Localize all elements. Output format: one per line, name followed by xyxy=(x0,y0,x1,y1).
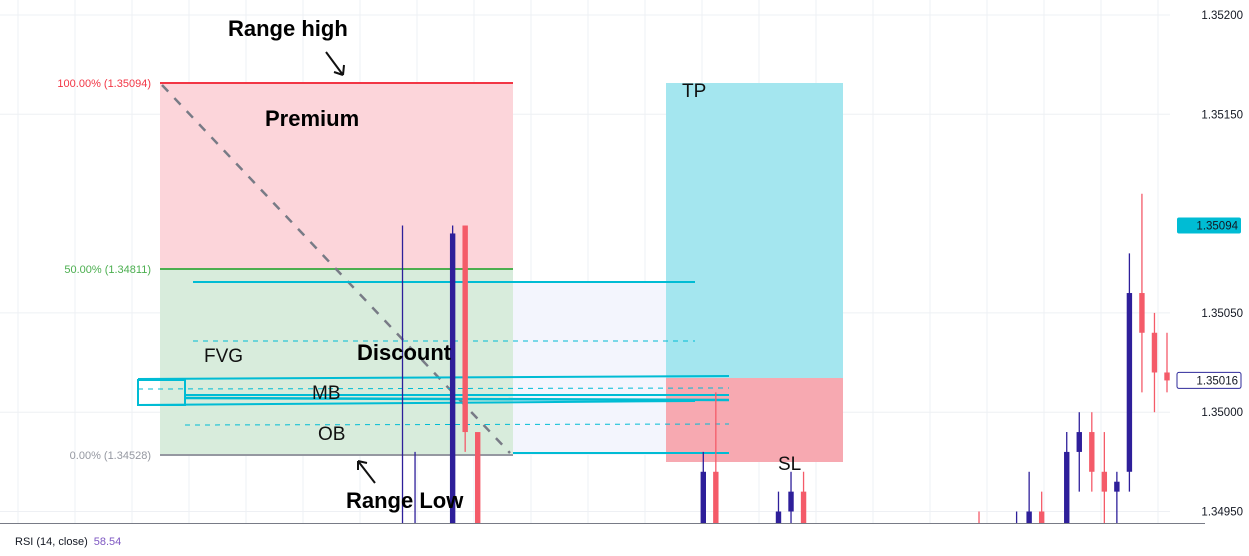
tp-label: TP xyxy=(682,81,706,102)
fib-label-0: 0.00% (1.34528) xyxy=(70,450,151,462)
axis-tick-label: 1.35150 xyxy=(1201,109,1243,121)
axis-tick-label: 1.35000 xyxy=(1201,407,1243,419)
candle[interactable] xyxy=(713,392,719,555)
fib-label-100: 100.00% (1.35094) xyxy=(57,78,151,90)
range-high-label: Range high xyxy=(228,16,348,41)
candle[interactable] xyxy=(400,225,405,555)
arrow-down-right-icon xyxy=(325,51,345,76)
candle[interactable] xyxy=(1164,332,1170,393)
candle[interactable] xyxy=(1139,193,1145,393)
candle[interactable] xyxy=(1076,412,1082,492)
discount-label: Discount xyxy=(357,340,452,365)
axis-tick-label: 1.35200 xyxy=(1201,10,1243,22)
price-tag-label: 1.35016 xyxy=(1196,375,1238,387)
rsi-label: RSI (14, close) xyxy=(15,536,88,548)
candle[interactable] xyxy=(449,225,456,555)
price-axis[interactable] xyxy=(1170,0,1249,523)
axis-tick-label: 1.34950 xyxy=(1201,507,1243,519)
candle[interactable] xyxy=(1101,432,1108,532)
rsi-value: 58.54 xyxy=(93,536,122,548)
price-tag-label: 1.35094 xyxy=(1196,221,1238,233)
price-tag xyxy=(1176,371,1242,389)
premium-label: Premium xyxy=(265,106,359,131)
stop-loss-zone[interactable] xyxy=(666,378,843,462)
sl-label: SL xyxy=(778,454,801,475)
fvg-label: FVG xyxy=(204,346,243,367)
take-profit-zone[interactable] xyxy=(666,83,843,378)
projection-zone xyxy=(513,282,666,455)
range-low-label: Range Low xyxy=(346,488,464,513)
candle[interactable] xyxy=(1089,412,1095,492)
candle[interactable] xyxy=(1126,253,1133,492)
price-tag xyxy=(1177,217,1241,234)
level-lines[interactable] xyxy=(137,281,730,454)
price-axis-ticks: 1.352001.351501.350501.350001.349501.349… xyxy=(1201,10,1243,519)
axis-tick-label: 1.35050 xyxy=(1201,308,1243,320)
arrow-up-left-icon xyxy=(357,460,376,484)
rsi-legend: RSI (14, close) 58.54 xyxy=(15,536,121,548)
rsi-pane[interactable]: RSI (14, close) 58.54 xyxy=(0,523,1205,556)
candle[interactable] xyxy=(462,225,468,452)
mb-label: MB xyxy=(312,383,341,404)
fib-label-50: 50.00% (1.34811) xyxy=(64,264,151,276)
ob-label: OB xyxy=(318,424,345,445)
candle[interactable] xyxy=(1151,312,1158,413)
